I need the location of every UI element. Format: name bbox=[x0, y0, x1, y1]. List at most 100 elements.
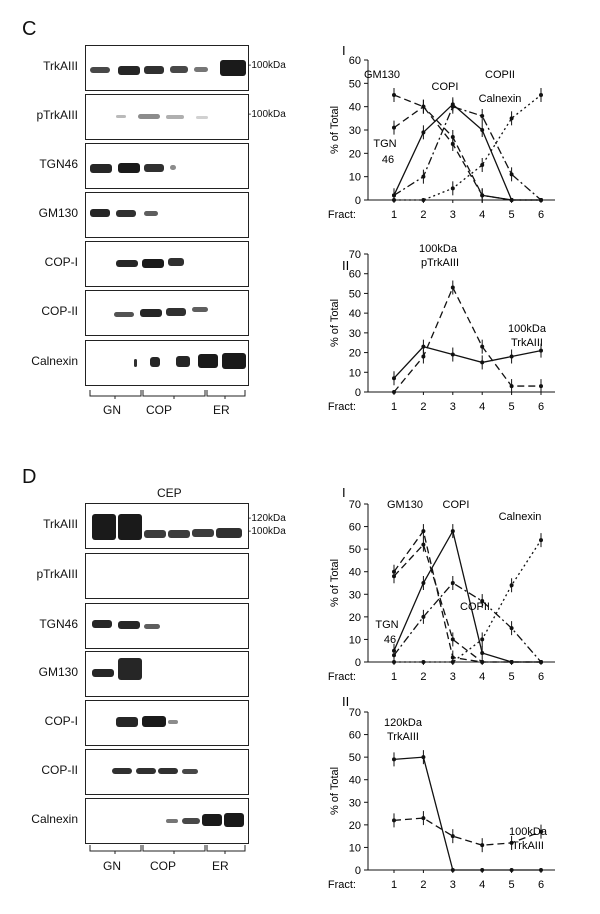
series-copi bbox=[393, 529, 541, 663]
y-tick-label: 20 bbox=[349, 820, 361, 832]
d-band bbox=[142, 716, 166, 727]
y-tick-label: 60 bbox=[349, 55, 361, 67]
c-group-gn: GN bbox=[103, 403, 121, 417]
panel-d-letter: D bbox=[22, 466, 37, 488]
d-blot-tgn46 bbox=[85, 603, 249, 649]
d-band bbox=[144, 624, 160, 629]
x-tick-label: 4 bbox=[479, 209, 485, 221]
x-tick-label: 6 bbox=[538, 671, 544, 683]
c-band bbox=[170, 66, 188, 73]
x-tick-label: 4 bbox=[479, 671, 485, 683]
c-band bbox=[198, 354, 218, 368]
y-tick-label: 30 bbox=[349, 589, 361, 601]
data-point bbox=[450, 868, 455, 872]
d-band bbox=[168, 720, 178, 724]
annotation: COPII bbox=[460, 601, 490, 613]
d-row-label: GM130 bbox=[38, 665, 78, 679]
c-blot-cop-ii bbox=[85, 290, 249, 336]
d-fraction-brackets bbox=[89, 845, 246, 854]
y-tick-label: 70 bbox=[349, 249, 361, 261]
d-band bbox=[92, 669, 114, 677]
c-mw-trk: -100kDa bbox=[248, 60, 286, 71]
annotation: Calnexin bbox=[499, 511, 542, 523]
y-tick-label: 0 bbox=[355, 657, 361, 669]
annotation: COPI bbox=[432, 81, 459, 93]
data-point bbox=[480, 660, 485, 664]
annotation: GM130 bbox=[364, 69, 400, 81]
d-row-label: TrkAIII bbox=[43, 517, 78, 531]
y-tick-label: 70 bbox=[349, 499, 361, 511]
annotation: COPII bbox=[485, 69, 515, 81]
x-tick-label: 5 bbox=[509, 401, 515, 413]
x-tick-label: 1 bbox=[391, 209, 397, 221]
c-band bbox=[168, 258, 184, 266]
x-tick-label: 2 bbox=[420, 671, 426, 683]
y-tick-label: 0 bbox=[355, 387, 361, 399]
d-band bbox=[166, 819, 178, 823]
x-tick-label: 2 bbox=[420, 209, 426, 221]
c-band bbox=[144, 164, 164, 172]
d-band bbox=[168, 530, 190, 538]
annotation: 100kDa bbox=[419, 243, 458, 255]
x-tick-label: 2 bbox=[420, 401, 426, 413]
annotation: TGN bbox=[375, 619, 398, 631]
series-calnexin bbox=[394, 539, 542, 663]
annotation: COPI bbox=[443, 499, 470, 511]
x-tick-label: 3 bbox=[450, 879, 456, 891]
c-row-label: COP-II bbox=[41, 304, 78, 318]
c-band bbox=[220, 60, 246, 76]
c-group-cop: COP bbox=[146, 403, 173, 417]
x-axis-label: Fract: bbox=[328, 209, 356, 221]
y-tick-label: 60 bbox=[349, 522, 361, 534]
data-point bbox=[539, 660, 543, 664]
d-band bbox=[116, 717, 138, 727]
data-point bbox=[509, 198, 514, 202]
x-tick-label: 6 bbox=[538, 401, 544, 413]
y-tick-label: 50 bbox=[349, 752, 361, 764]
d-group-er: ER bbox=[212, 859, 229, 873]
d-band bbox=[182, 769, 198, 774]
d-band bbox=[118, 621, 140, 629]
panel-roman-II: II bbox=[342, 694, 349, 709]
d-blot-cop-ii bbox=[85, 749, 249, 795]
data-point bbox=[539, 198, 543, 202]
annotation: GM130 bbox=[387, 499, 423, 511]
c-row-label: GM130 bbox=[38, 206, 78, 220]
y-tick-label: 60 bbox=[349, 730, 361, 742]
c-band bbox=[116, 210, 136, 217]
x-axis-label: Fract: bbox=[328, 879, 356, 891]
series-copi bbox=[393, 103, 541, 201]
data-point bbox=[509, 660, 514, 664]
annotation: 100kDa bbox=[508, 323, 547, 335]
series-tgn46 bbox=[393, 105, 541, 201]
d-group-cop: COP bbox=[150, 859, 177, 873]
annotation: Calnexin bbox=[479, 93, 522, 105]
y-tick-label: 40 bbox=[349, 775, 361, 787]
series-gm130 bbox=[393, 529, 541, 663]
c-band bbox=[90, 164, 112, 173]
y-axis-label: % of Total bbox=[329, 299, 341, 347]
d-band bbox=[136, 768, 156, 774]
panel-roman-I: I bbox=[342, 43, 346, 58]
y-tick-label: 40 bbox=[349, 102, 361, 114]
x-tick-label: 4 bbox=[479, 401, 485, 413]
d-mw-100: -100kDa bbox=[248, 526, 286, 537]
d-header-cep: CEP bbox=[157, 486, 182, 500]
d-group-gn: GN bbox=[103, 859, 121, 873]
d-band bbox=[144, 530, 166, 538]
c-row-label: COP-I bbox=[44, 255, 78, 269]
x-tick-label: 6 bbox=[538, 209, 544, 221]
d-blot-cop-i bbox=[85, 700, 249, 746]
x-tick-label: 2 bbox=[420, 879, 426, 891]
y-tick-label: 0 bbox=[355, 195, 361, 207]
d-blot-trkaiii bbox=[85, 503, 249, 549]
c-band bbox=[114, 312, 134, 317]
y-tick-label: 10 bbox=[349, 842, 361, 854]
c-row-label: TGN46 bbox=[39, 157, 78, 171]
c-band bbox=[140, 309, 162, 317]
panel-c-letter: C bbox=[22, 18, 37, 40]
chart-d-i: I 0 10 20 30 40 50 60 70 % of Total Fract: 1 2 3 4 5 6 GM… bbox=[328, 485, 555, 683]
annotation: 100kDa bbox=[509, 826, 548, 838]
c-blot-calnexin bbox=[85, 340, 249, 386]
c-band bbox=[144, 66, 164, 74]
